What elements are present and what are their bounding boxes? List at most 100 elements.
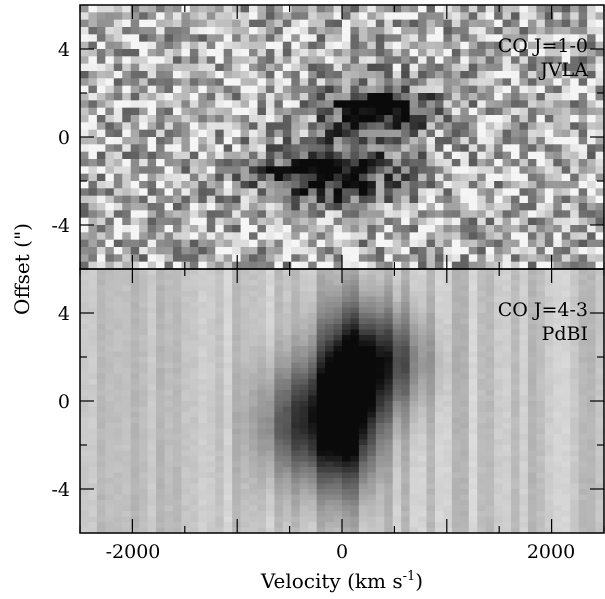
co10-heatmap-cell xyxy=(392,12,402,21)
co10-heatmap-cell xyxy=(595,85,605,94)
co43-heatmap-cell xyxy=(113,274,123,281)
co43-heatmap-cell xyxy=(409,384,419,391)
co43-heatmap-cell xyxy=(291,307,301,314)
co10-heatmap-cell xyxy=(172,100,183,109)
co10-heatmap-cell xyxy=(595,115,605,123)
co10-heatmap-cell xyxy=(409,85,419,94)
co10-heatmap-cell xyxy=(130,41,140,50)
co43-heatmap-cell xyxy=(561,285,571,292)
co43-heatmap-cell xyxy=(223,379,233,386)
co43-heatmap-cell xyxy=(130,494,140,501)
co43-heatmap-cell xyxy=(358,401,368,408)
co10-heatmap-cell xyxy=(384,166,394,175)
co10-heatmap-cell xyxy=(156,173,166,182)
co10-heatmap-cell xyxy=(249,107,259,116)
co43-heatmap-cell xyxy=(215,494,225,501)
co10-heatmap-cell xyxy=(316,63,326,72)
co10-heatmap-cell xyxy=(96,71,106,79)
co43-heatmap-cell xyxy=(96,434,106,441)
co43-heatmap-cell xyxy=(198,307,208,314)
co10-heatmap-cell xyxy=(282,5,292,13)
co43-heatmap-cell xyxy=(527,335,537,342)
co10-heatmap-cell xyxy=(147,41,157,50)
co10-heatmap-cell xyxy=(595,129,605,138)
co43-heatmap-cell xyxy=(80,307,90,314)
co43-heatmap-cell xyxy=(189,335,199,342)
co43-heatmap-cell xyxy=(519,291,529,298)
co43-heatmap-cell xyxy=(578,423,588,430)
co10-heatmap-cell xyxy=(426,181,436,189)
co43-heatmap-cell xyxy=(409,461,419,468)
co10-heatmap-cell xyxy=(418,232,428,241)
co10-heatmap-cell xyxy=(401,41,411,50)
co10-heatmap-cell xyxy=(358,115,368,123)
co10-heatmap-cell xyxy=(105,49,115,57)
co10-heatmap-cell xyxy=(350,122,360,131)
co10-heatmap-cell xyxy=(358,173,368,182)
co10-heatmap-cell xyxy=(367,71,377,79)
co10-heatmap-cell xyxy=(105,159,115,167)
co10-heatmap-cell xyxy=(172,129,183,138)
co43-heatmap-cell xyxy=(299,439,309,446)
co43-heatmap-cell xyxy=(88,511,98,518)
co43-heatmap-cell xyxy=(502,494,512,501)
co10-heatmap-cell xyxy=(189,217,199,226)
co43-heatmap-cell xyxy=(426,494,436,501)
co43-heatmap-cell xyxy=(291,313,301,320)
co43-heatmap-cell xyxy=(282,335,292,342)
co43-heatmap-cell xyxy=(215,351,225,358)
co43-heatmap-cell xyxy=(257,395,267,402)
co43-heatmap-cell xyxy=(240,428,250,435)
co43-heatmap-cell xyxy=(316,428,326,435)
co43-heatmap-cell xyxy=(299,494,309,501)
co43-heatmap-cell xyxy=(511,461,521,468)
co43-heatmap-cell xyxy=(494,280,504,287)
co43-heatmap-cell xyxy=(384,313,394,320)
co10-heatmap-cell xyxy=(561,203,571,211)
co43-heatmap-cell xyxy=(88,412,98,419)
co10-heatmap-cell xyxy=(156,144,166,153)
co43-heatmap-cell xyxy=(88,384,98,391)
co43-heatmap-cell xyxy=(265,450,275,457)
co43-heatmap-cell xyxy=(367,401,377,408)
co10-heatmap-cell xyxy=(426,93,436,101)
co43-heatmap-cell xyxy=(308,362,318,369)
co10-heatmap-cell xyxy=(206,71,216,79)
co10-heatmap-cell xyxy=(257,239,267,248)
co43-heatmap-cell xyxy=(232,395,242,402)
co43-heatmap-cell xyxy=(139,324,149,331)
co10-heatmap-cell xyxy=(451,159,461,167)
co10-heatmap-cell xyxy=(232,188,242,197)
co43-heatmap-cell xyxy=(223,472,233,479)
co43-heatmap-cell xyxy=(451,390,461,397)
co10-heatmap-cell xyxy=(375,181,385,189)
co43-heatmap-cell xyxy=(468,439,478,446)
co10-heatmap-cell xyxy=(172,159,183,167)
co10-heatmap-cell xyxy=(375,225,385,233)
co43-heatmap-cell xyxy=(392,368,402,375)
co10-heatmap-cell xyxy=(88,19,98,28)
co10-heatmap-cell xyxy=(257,78,267,87)
co10-heatmap-cell xyxy=(384,5,394,13)
co43-heatmap-cell xyxy=(384,324,394,331)
co10-heatmap-cell xyxy=(570,34,580,43)
co43-heatmap-cell xyxy=(299,329,309,336)
co10-heatmap-cell xyxy=(519,195,529,204)
co43-heatmap-cell xyxy=(384,390,394,397)
co43-heatmap-cell xyxy=(299,313,309,320)
co43-heatmap-cell xyxy=(215,434,225,441)
co10-heatmap-cell xyxy=(274,254,284,263)
co43-heatmap-cell xyxy=(342,494,352,501)
co10-heatmap-cell xyxy=(181,85,191,94)
co43-heatmap-cell xyxy=(384,461,394,468)
co10-heatmap-cell xyxy=(494,144,504,153)
co10-heatmap-cell xyxy=(342,173,352,182)
co43-heatmap-cell xyxy=(519,346,529,353)
co43-heatmap-cell xyxy=(282,302,292,309)
co43-heatmap-cell xyxy=(308,423,318,430)
co43-heatmap-cell xyxy=(189,483,199,490)
co10-heatmap-cell xyxy=(350,100,360,109)
co10-heatmap-cell xyxy=(418,239,428,248)
co43-heatmap-cell xyxy=(316,362,326,369)
co43-heatmap-cell xyxy=(519,472,529,479)
